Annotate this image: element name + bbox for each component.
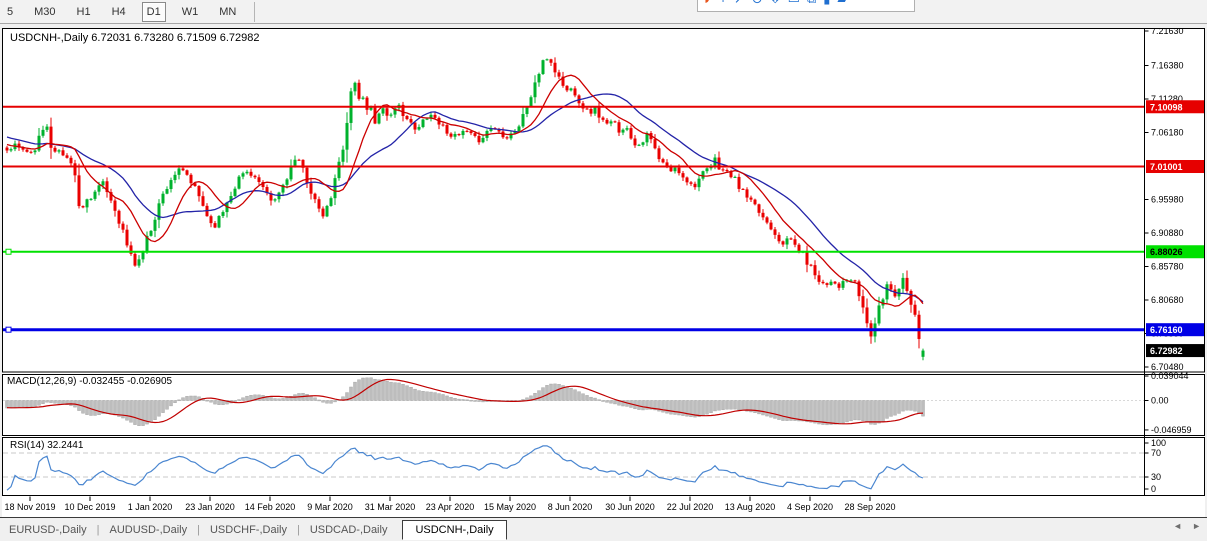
rsi-line	[6, 445, 924, 491]
level-badge-7.01001	[1146, 160, 1205, 174]
tile-windows-icon[interactable]: ▰	[837, 0, 847, 8]
price-tick-label: 7.06180	[1151, 127, 1184, 137]
level-anchor-icon[interactable]	[5, 248, 12, 255]
ma-slow-line[interactable]	[6, 93, 924, 303]
date-label: 9 Mar 2020	[307, 502, 353, 512]
price-tick-label: 7.16380	[1151, 60, 1184, 70]
date-label: 1 Jan 2020	[128, 502, 173, 512]
rsi-pane-border	[2, 437, 1205, 496]
level-badge-7.10098	[1146, 100, 1205, 114]
price-tick-label: 6.90880	[1151, 228, 1184, 238]
price-tick-label: 6.70480	[1151, 362, 1184, 372]
date-label: 23 Jan 2020	[185, 502, 235, 512]
rsi-label: RSI(14) 32.2441	[10, 440, 84, 451]
level-badge-7.10098-text: 7.10098	[1150, 102, 1183, 112]
date-label: 10 Dec 2019	[64, 502, 115, 512]
tab-audusd[interactable]: AUDUSD-,Daily	[109, 523, 188, 536]
date-label: 4 Sep 2020	[787, 502, 833, 512]
rsi-tick-label: 70	[1151, 448, 1161, 458]
timeframe-h4-button[interactable]: H4	[111, 5, 126, 18]
price-tick-label: 7.11280	[1151, 94, 1183, 104]
price-tick-label: 7.21630	[1151, 28, 1184, 36]
timeframe-h1-button[interactable]: H1	[76, 5, 91, 18]
date-label: 13 Aug 2020	[725, 502, 776, 512]
tab-usdchf[interactable]: USDCHF-,Daily	[209, 523, 287, 536]
date-label: 15 May 2020	[484, 502, 536, 512]
price-tick-label: 6.85780	[1151, 261, 1184, 271]
date-label: 30 Jun 2020	[605, 502, 655, 512]
timeframe-m5-button[interactable]: 5	[7, 5, 14, 18]
timeframe-toolbar: 5 M30 H1 H4 D1 W1 MN	[0, 0, 261, 23]
current-price-badge	[1146, 344, 1205, 358]
tab-usdcad[interactable]: USDCAD-,Daily	[309, 523, 388, 536]
date-label: 22 Jul 2020	[667, 502, 714, 512]
date-label: 18 Nov 2019	[4, 502, 55, 512]
timeframe-w1-button[interactable]: W1	[181, 5, 199, 18]
level-badge-6.76160-text: 6.76160	[1150, 325, 1183, 335]
tab-separator: |	[96, 523, 100, 536]
rsi-tick-label: 30	[1151, 472, 1161, 482]
crosshair-icon[interactable]: +	[719, 0, 727, 8]
date-label: 14 Feb 2020	[245, 502, 296, 512]
draw-line-icon[interactable]: ↗	[734, 0, 745, 8]
floating-toolbar-clipped: ◗ + ↗ ⊙ ⇩ ▭ ⧉ ▮ ▰	[697, 0, 915, 12]
tab-separator: |	[197, 523, 200, 536]
current-price-badge-text: 6.72982	[1150, 346, 1183, 356]
time-axis[interactable]	[29, 496, 871, 502]
ma-fast-line[interactable]	[6, 74, 924, 307]
top-toolbar: 5 M30 H1 H4 D1 W1 MN ◗ + ↗ ⊙ ⇩ ▭ ⧉ ▮ ▰	[0, 0, 1207, 24]
chart-tab-bar: EURUSD-,Daily | AUDUSD-,Daily | USDCHF-,…	[0, 518, 1207, 541]
level-badge-6.88026	[1146, 245, 1205, 259]
date-label: 8 Jun 2020	[548, 502, 593, 512]
timeframe-m30-button[interactable]: M30	[34, 5, 56, 18]
window-icon[interactable]: ▭	[788, 0, 800, 8]
price-tick-label: 6.95980	[1151, 194, 1184, 204]
tab-eurusd[interactable]: EURUSD-,Daily	[9, 523, 87, 536]
macd-tick-label: 0.039044	[1151, 371, 1189, 381]
macd-pane-border	[2, 374, 1205, 436]
date-label: 31 Mar 2020	[365, 502, 416, 512]
macd-label: MACD(12,26,9) -0.032455 -0.026905	[7, 376, 173, 387]
main-pane-border	[2, 28, 1205, 373]
macd-signal-line	[6, 378, 924, 425]
timeframe-mn-button[interactable]: MN	[219, 5, 237, 18]
level-badge-6.88026-text: 6.88026	[1150, 247, 1183, 257]
macd-tick-label: 0.00	[1151, 396, 1169, 406]
cascade-windows-icon[interactable]: ⧉	[807, 0, 816, 8]
date-label: 23 Apr 2020	[426, 502, 475, 512]
rsi-tick-label: 0	[1151, 484, 1156, 494]
rsi-tick-label: 100	[1151, 438, 1166, 448]
macd-tick-label: -0.046959	[1151, 425, 1192, 435]
tab-scroll-arrows: ◄ ►	[1173, 521, 1201, 531]
clock-icon[interactable]: ⊙	[752, 0, 763, 8]
date-label: 28 Sep 2020	[844, 502, 895, 512]
macd-histogram	[5, 377, 925, 426]
price-tick-label: 6.80680	[1151, 295, 1184, 305]
tab-usdcnh-active[interactable]: USDCNH-,Daily	[402, 519, 507, 540]
download-icon[interactable]: ⇩	[770, 0, 781, 8]
chart-title: USDCNH-,Daily 6.72031 6.73280 6.71509 6.…	[10, 32, 260, 44]
tab-scroll-right-button[interactable]: ►	[1192, 521, 1201, 531]
tab-scroll-left-button[interactable]: ◄	[1173, 521, 1183, 531]
toolbar-separator	[254, 1, 256, 22]
timeframe-d1-button[interactable]: D1	[141, 1, 166, 22]
level-badge-7.01001-text: 7.01001	[1150, 162, 1183, 172]
tile-window-icon[interactable]: ▮	[823, 0, 830, 8]
level-badge-6.76160	[1146, 323, 1205, 337]
level-anchor-icon[interactable]	[5, 326, 12, 333]
brand-logo-icon[interactable]: ◗	[702, 0, 712, 8]
tab-separator: |	[296, 523, 300, 536]
chart-area[interactable]: USDCNH-,Daily 6.72031 6.73280 6.71509 6.…	[0, 28, 1207, 518]
